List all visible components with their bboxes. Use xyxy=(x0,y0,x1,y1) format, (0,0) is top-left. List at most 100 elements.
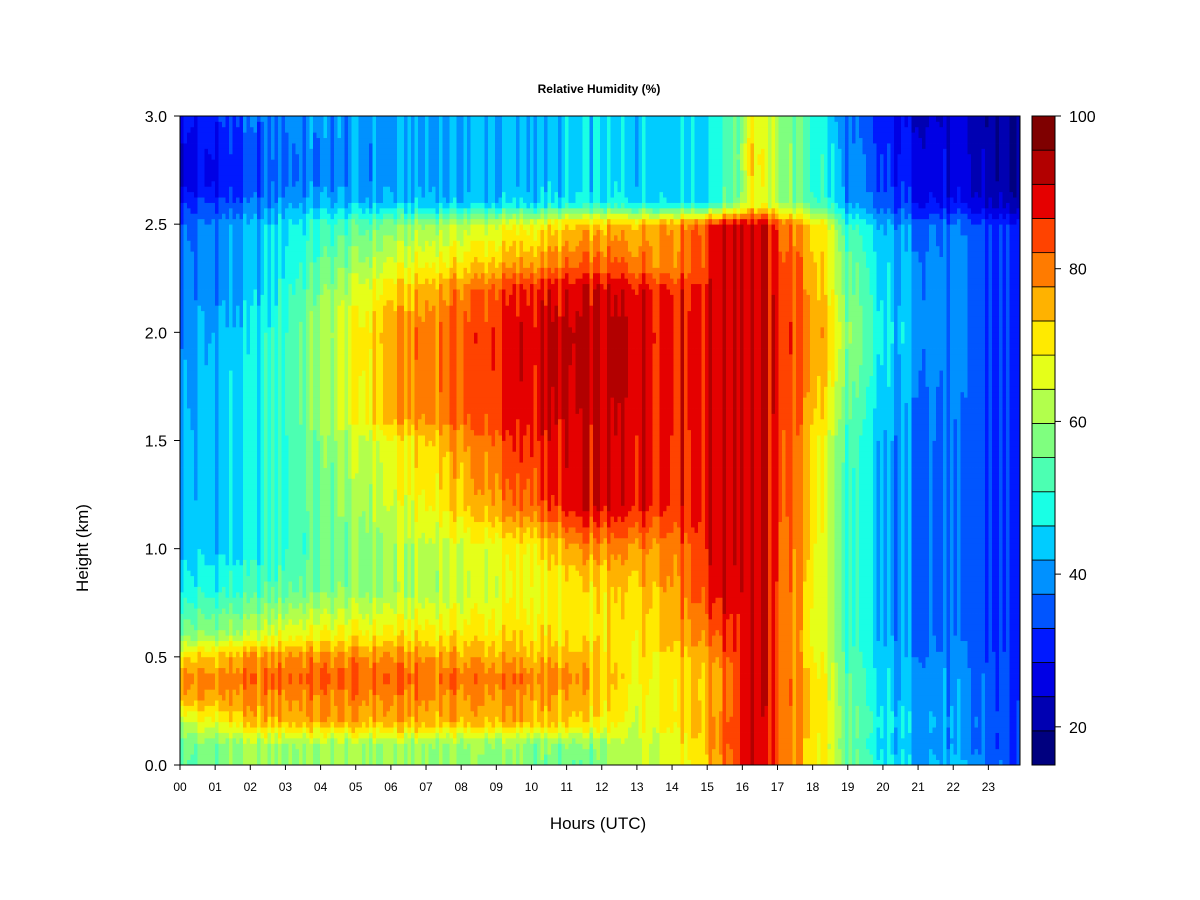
heatmap-cell xyxy=(191,403,195,409)
heatmap-cell xyxy=(310,419,314,425)
heatmap-cell xyxy=(208,203,212,209)
heatmap-cell xyxy=(247,262,251,268)
heatmap-cell xyxy=(236,592,240,598)
heatmap-cell xyxy=(320,457,324,463)
heatmap-cell xyxy=(289,630,293,636)
heatmap-cell xyxy=(191,213,195,219)
heatmap-cell xyxy=(320,386,324,392)
heatmap-cell xyxy=(250,478,254,484)
heatmap-cell xyxy=(320,446,324,452)
heatmap-cell xyxy=(257,608,261,614)
heatmap-cell xyxy=(219,473,223,479)
heatmap-cell xyxy=(303,500,307,506)
heatmap-cell xyxy=(212,592,216,598)
heatmap-cell xyxy=(180,370,184,376)
heatmap-cell xyxy=(222,619,226,625)
heatmap-cell xyxy=(278,441,282,447)
heatmap-cell xyxy=(201,706,205,712)
heatmap-cell xyxy=(215,267,219,273)
heatmap-cell xyxy=(222,678,226,684)
heatmap-cell xyxy=(201,743,205,749)
heatmap-cell xyxy=(317,175,321,181)
heatmap-cell xyxy=(261,673,265,679)
heatmap-cell xyxy=(292,278,296,284)
heatmap-cell xyxy=(243,284,247,290)
heatmap-cell xyxy=(317,651,321,657)
heatmap-cell xyxy=(184,576,188,582)
heatmap-cell xyxy=(247,235,251,241)
heatmap-cell xyxy=(233,267,237,273)
heatmap-cell xyxy=(282,192,286,198)
heatmap-cell xyxy=(212,727,216,733)
heatmap-cell xyxy=(184,651,188,657)
heatmap-cell xyxy=(194,386,198,392)
heatmap-cell xyxy=(187,532,191,538)
heatmap-cell xyxy=(191,121,195,127)
heatmap-cell xyxy=(219,603,223,609)
heatmap-cell xyxy=(306,743,310,749)
heatmap-cell xyxy=(208,235,212,241)
heatmap-cell xyxy=(233,597,237,603)
heatmap-cell xyxy=(275,208,279,214)
heatmap-cell xyxy=(268,208,272,214)
heatmap-cell xyxy=(180,727,184,733)
heatmap-cell xyxy=(296,175,300,181)
heatmap-cell xyxy=(268,235,272,241)
heatmap-cell xyxy=(243,587,247,593)
heatmap-cell xyxy=(198,538,202,544)
heatmap-cell xyxy=(271,532,275,538)
heatmap-cell xyxy=(268,559,272,565)
heatmap-cell xyxy=(212,484,216,490)
heatmap-cell xyxy=(268,473,272,479)
heatmap-cell xyxy=(296,706,300,712)
heatmap-cell xyxy=(271,511,275,517)
heatmap-cell xyxy=(236,132,240,138)
heatmap-cell xyxy=(313,235,317,241)
heatmap-cell xyxy=(198,267,202,273)
heatmap-cell xyxy=(212,349,216,355)
heatmap-cell xyxy=(303,213,307,219)
heatmap-cell xyxy=(257,722,261,728)
heatmap-cell xyxy=(268,624,272,630)
heatmap-cell xyxy=(212,376,216,382)
heatmap-cell xyxy=(205,408,209,414)
heatmap-cell xyxy=(208,505,212,511)
heatmap-cell xyxy=(236,662,240,668)
heatmap-cell xyxy=(236,294,240,300)
heatmap-cell xyxy=(268,630,272,636)
heatmap-cell xyxy=(240,706,244,712)
heatmap-cell xyxy=(278,127,282,133)
heatmap-cell xyxy=(201,159,205,165)
heatmap-cell xyxy=(229,559,233,565)
heatmap-cell xyxy=(303,473,307,479)
heatmap-cell xyxy=(310,678,314,684)
heatmap-cell xyxy=(320,619,324,625)
heatmap-cell xyxy=(313,365,317,371)
heatmap-cell xyxy=(180,327,184,333)
heatmap-cell xyxy=(261,386,265,392)
heatmap-cell xyxy=(324,668,328,674)
heatmap-cell xyxy=(191,349,195,355)
heatmap-cell xyxy=(215,614,219,620)
heatmap-cell xyxy=(229,576,233,582)
heatmap-cell xyxy=(194,381,198,387)
heatmap-cell xyxy=(215,505,219,511)
heatmap-cell xyxy=(233,408,237,414)
heatmap-cell xyxy=(320,408,324,414)
heatmap-cell xyxy=(184,386,188,392)
heatmap-cell xyxy=(208,219,212,225)
heatmap-cell xyxy=(219,592,223,598)
heatmap-cell xyxy=(282,597,286,603)
heatmap-cell xyxy=(275,689,279,695)
heatmap-cell xyxy=(285,500,289,506)
heatmap-cell xyxy=(212,154,216,160)
heatmap-cell xyxy=(275,441,279,447)
heatmap-cell xyxy=(282,392,286,398)
heatmap-cell xyxy=(278,532,282,538)
heatmap-cell xyxy=(278,392,282,398)
heatmap-cell xyxy=(268,116,272,122)
heatmap-cell xyxy=(180,581,184,587)
heatmap-cell xyxy=(243,678,247,684)
heatmap-cell xyxy=(278,284,282,290)
heatmap-cell xyxy=(320,300,324,306)
